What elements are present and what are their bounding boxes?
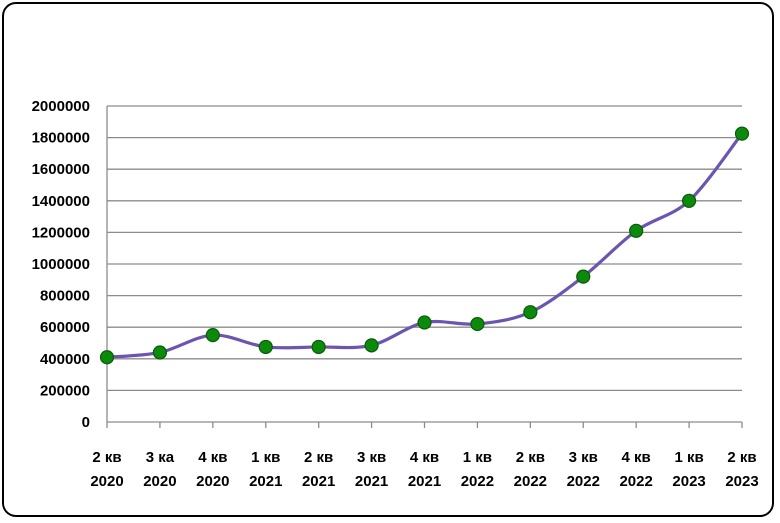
y-tick-label: 1600000	[32, 161, 90, 178]
data-point	[576, 269, 591, 284]
x-tick-label-quarter: 1 кв	[463, 449, 492, 466]
data-point	[152, 345, 168, 360]
x-tick-label-year: 2022	[619, 473, 652, 490]
data-point	[417, 315, 432, 330]
x-tick-label-quarter: 2 кв	[92, 449, 121, 466]
y-tick-label: 2000000	[32, 98, 90, 115]
y-tick-label: 400000	[40, 351, 90, 368]
x-tick-label-year: 2022	[461, 473, 494, 490]
data-point	[205, 328, 220, 343]
x-tick-label-quarter: 4 кв	[622, 449, 651, 466]
x-tick-label-year: 2023	[725, 473, 758, 490]
x-tick-label-quarter: 3 кв	[357, 449, 386, 466]
x-tick-label-quarter: 3 ка	[146, 449, 175, 466]
y-tick-label: 200000	[40, 382, 90, 399]
y-tick-label: 0	[82, 414, 90, 431]
y-tick-label: 800000	[40, 288, 90, 305]
y-tick-label: 1200000	[32, 224, 90, 241]
x-tick-label-year: 2020	[196, 473, 229, 490]
x-tick-label-quarter: 1 кв	[674, 449, 703, 466]
x-tick-label-year: 2022	[567, 473, 600, 490]
x-tick-label-year: 2020	[90, 473, 123, 490]
data-point	[681, 193, 697, 208]
data-point	[364, 338, 379, 353]
x-tick-label-quarter: 3 кв	[569, 449, 598, 466]
data-point	[523, 305, 538, 320]
x-tick-label-year: 2020	[143, 473, 176, 490]
data-point	[99, 350, 115, 365]
x-tick-label-year: 2023	[672, 473, 705, 490]
data-point	[629, 223, 644, 238]
x-tick-label-quarter: 1 кв	[251, 449, 280, 466]
x-tick-label-quarter: 2 кв	[727, 449, 756, 466]
y-tick-label: 1800000	[32, 130, 90, 147]
data-point	[734, 126, 750, 141]
y-tick-label: 1000000	[32, 256, 90, 273]
x-tick-label-year: 2021	[302, 473, 335, 490]
x-tick-label-quarter: 2 кв	[304, 449, 333, 466]
data-point	[470, 316, 485, 332]
y-tick-label: 1400000	[32, 193, 90, 210]
x-tick-label-year: 2021	[249, 473, 282, 490]
x-tick-label-year: 2022	[514, 473, 547, 490]
x-tick-label-quarter: 4 кв	[410, 449, 439, 466]
chart-frame	[2, 2, 774, 517]
x-tick-label-year: 2021	[408, 473, 441, 490]
data-point	[311, 339, 326, 355]
data-point	[258, 339, 273, 355]
x-tick-label-quarter: 2 кв	[516, 449, 545, 466]
y-tick-label: 600000	[40, 319, 90, 336]
x-tick-label-year: 2021	[355, 473, 388, 490]
x-tick-label-quarter: 4 кв	[198, 449, 227, 466]
